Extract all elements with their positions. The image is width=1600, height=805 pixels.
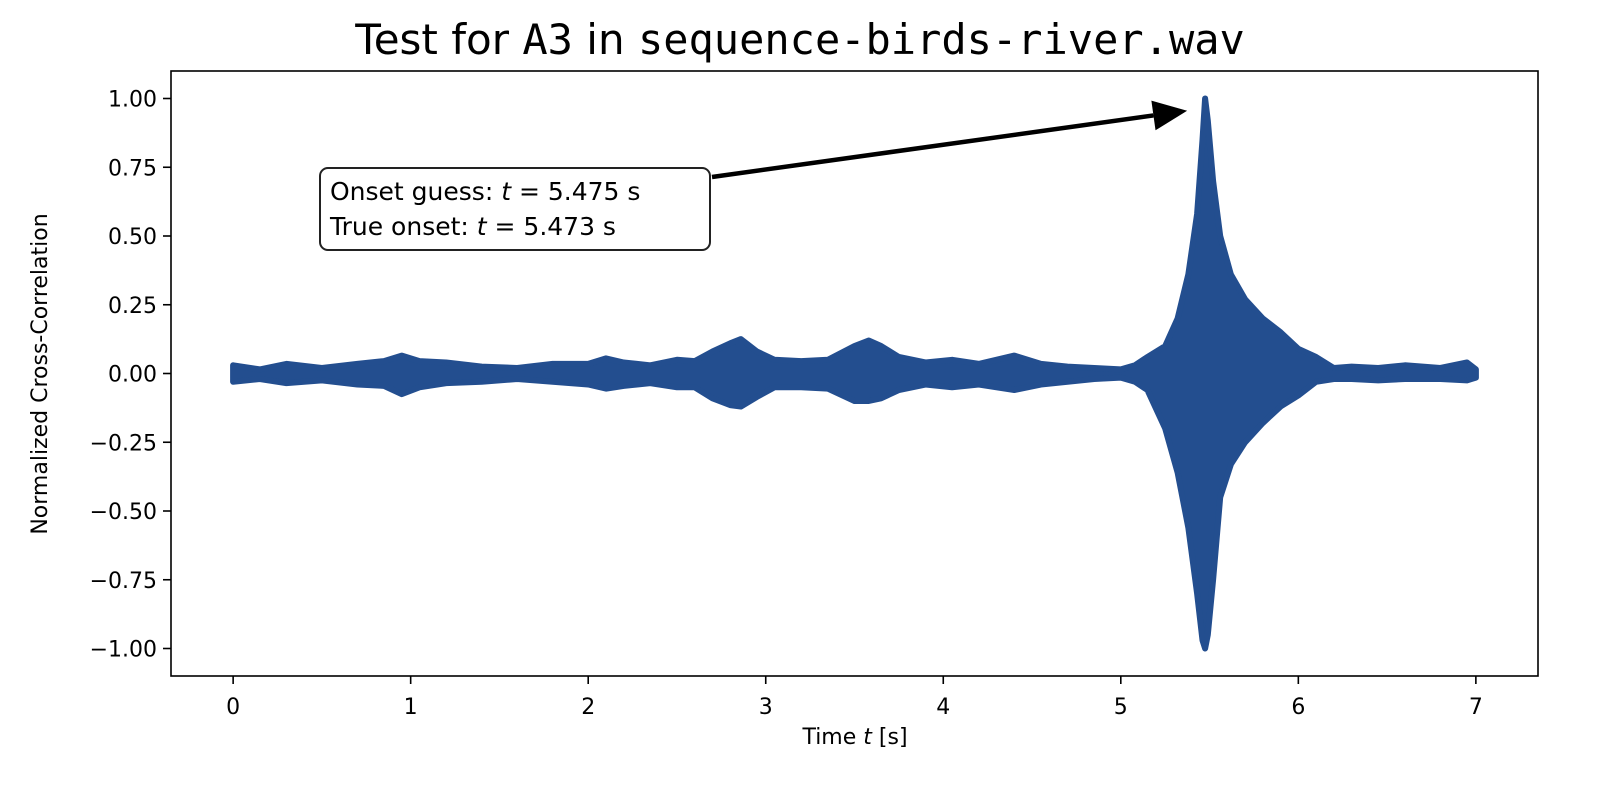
x-axis-ticks: 0 1 2 3 4 5 6 7 [226,676,1483,720]
annotation-box [319,167,711,251]
x-tick-label: 7 [1469,695,1483,720]
cross-correlation-signal [230,95,1479,652]
onset-arrow [711,100,1188,180]
arrow-shaft [711,113,1154,180]
x-tick-label: 5 [1114,695,1128,720]
x-tick-label: 6 [1291,695,1305,720]
chart-title: Test for A3 in sequence-birds-river.wav [354,15,1245,64]
y-axis-ticks: 1.00 0.75 0.50 0.25 0.00 −0.25 −0.50 −0.75 −1.00 [90,88,171,663]
x-tick-label: 0 [226,695,240,720]
y-tick-label: 0.75 [108,156,157,181]
annotation-onset-guess: Onset guess: t = 5.475 s [330,177,640,206]
x-tick-label: 1 [404,695,418,720]
y-tick-label: 0.25 [108,294,157,319]
annotation-true-onset: True onset: t = 5.473 s [329,212,616,241]
y-tick-label: −1.00 [90,638,157,663]
x-tick-label: 3 [759,695,773,720]
y-axis-label: Normalized Cross-Correlation [28,213,53,534]
y-tick-label: −0.75 [90,569,157,594]
y-tick-label: −0.50 [90,500,157,525]
x-axis-label: Time t [s] [801,725,907,750]
x-tick-label: 2 [581,695,595,720]
y-tick-label: 0.50 [108,225,157,250]
y-tick-label: 1.00 [108,88,157,113]
x-tick-label: 4 [936,695,950,720]
y-tick-label: 0.00 [108,363,157,388]
arrow-head [1151,100,1188,131]
y-tick-label: −0.25 [90,431,157,456]
onset-annotation: Onset guess: t = 5.475 s True onset: t =… [319,167,711,251]
